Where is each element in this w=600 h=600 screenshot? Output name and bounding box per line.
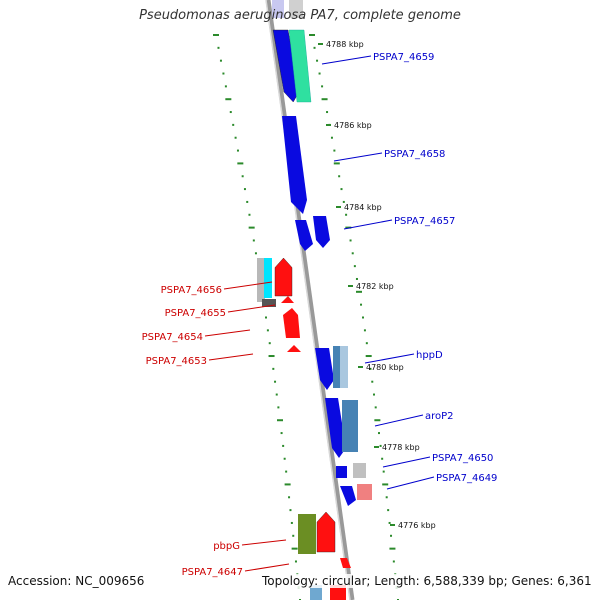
scale-label: 4788 kbp [326,40,364,49]
scale-label: 4780 kbp [366,363,404,372]
genome-backbone [265,0,355,600]
gene-leader-line [343,219,393,230]
gene-label: PSPA7_4647 [182,567,243,578]
gene-block [336,466,347,478]
scale-label: 4776 kbp [398,521,436,530]
genome-summary: Topology: circular; Length: 6,588,339 bp… [262,574,592,588]
gene-leader-line [223,281,273,290]
gene-leader-line [321,55,372,65]
gene-arrow [295,220,313,251]
gene-arrow [288,29,312,103]
gene-label: pbpG [213,541,240,552]
gene-arrow [340,558,351,568]
gene-fragment [289,0,303,18]
gene-label: PSPA7_4649 [436,473,497,484]
gene-leader-line [241,539,287,546]
gene-leader-line [333,152,383,162]
scale-label: 4786 kbp [334,121,372,130]
gene-leader-line [227,304,276,313]
gene-block [333,346,340,388]
gene-arrow [283,308,300,338]
gene-block [357,484,372,500]
gene-arrow [274,257,293,297]
gene-arrow [325,398,346,458]
gene-block [264,258,272,298]
gene-label: PSPA7_4658 [384,149,445,160]
gene-label: PSPA7_4656 [161,285,222,296]
gene-leader-line [244,563,290,572]
gene-block [262,299,276,307]
gene-label: PSPA7_4653 [146,356,207,367]
gene-leader-line [208,353,254,361]
map-title: Pseudomonas aeruginosa PA7, complete gen… [139,8,461,23]
gene-arrow [316,511,336,553]
gene-arrow [287,345,301,352]
gene-label: PSPA7_4655 [165,308,226,319]
gene-leader-line [374,414,424,427]
gene-block [310,585,322,600]
gene-label: PSPA7_4659 [373,52,434,63]
gene-arrow [313,216,330,248]
gene-arrow [281,296,294,303]
gene-leader-line [386,476,435,490]
gene-block [342,400,358,452]
gene-arrow [282,116,307,214]
gene-block [298,514,316,554]
gene-leader-line [382,456,431,468]
gene-block [353,463,366,478]
gene-block [340,346,348,388]
gene-arrow [340,486,356,506]
gene-label: aroP2 [425,411,454,422]
gene-leader-line [364,353,415,364]
scale-label: 4784 kbp [344,203,382,212]
gene-label: PSPA7_4654 [142,332,203,343]
gene-arrow [315,348,334,390]
gene-label: PSPA7_4657 [394,216,455,227]
gene-block [257,258,265,302]
gene-label: hppD [416,350,443,361]
scale-label: 4778 kbp [382,443,420,452]
backbone-highlight [265,0,351,600]
gene-arrow [272,29,300,103]
gene-leader-line [204,329,251,337]
gene-label: PSPA7_4650 [432,453,493,464]
gene-block [330,585,346,600]
gene-fragment [272,0,284,18]
accession-label: Accession: NC_009656 [8,574,145,588]
scale-label: 4782 kbp [356,282,394,291]
